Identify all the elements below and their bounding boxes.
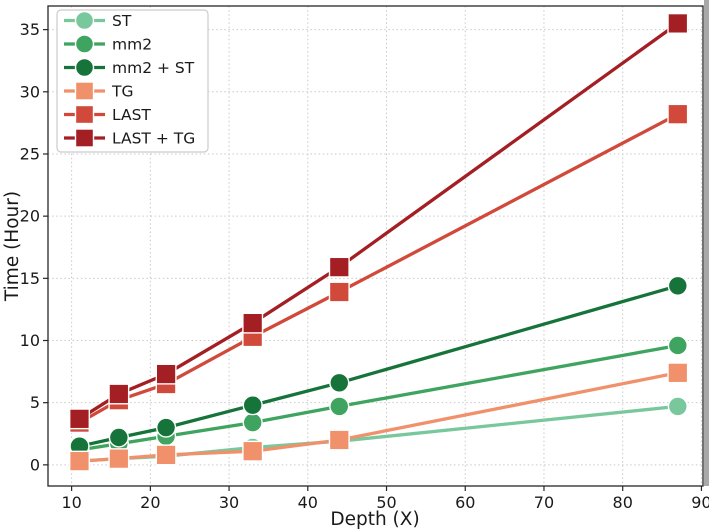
series [68, 12, 689, 472]
series-LAST + TG [68, 12, 689, 430]
legend-label: mm2 + ST [112, 59, 195, 77]
legend-label: LAST + TG [112, 130, 195, 148]
y-tick-label: 35 [20, 20, 40, 39]
y-tick-label: 25 [20, 144, 40, 163]
legend-item-mm2: mm2 [64, 34, 152, 54]
legend-item-mm2 + ST: mm2 + ST [64, 57, 195, 78]
y-axis-label: Time (Hour) [2, 191, 23, 302]
legend-label: ST [112, 12, 132, 30]
legend-marker-circle [74, 34, 95, 54]
data-point [242, 395, 263, 416]
legend-marker-circle [74, 10, 95, 31]
y-tick-label: 20 [20, 207, 40, 226]
x-tick-label: 50 [376, 493, 396, 512]
data-point [328, 281, 350, 303]
data-point [328, 256, 350, 278]
x-tick-label: 10 [61, 493, 81, 512]
legend-marker-square [74, 104, 95, 125]
series-TG [68, 362, 689, 472]
legend: ST mm2 mm2 + ST TG LAST LAST + TG [56, 9, 209, 153]
legend-label: LAST [112, 106, 151, 124]
series-mm2 + ST [69, 275, 688, 457]
x-tick-label: 60 [455, 493, 475, 512]
data-point [108, 383, 130, 405]
data-point [242, 412, 263, 433]
legend-item-LAST: LAST [64, 104, 151, 125]
data-point [329, 372, 350, 393]
legend-marker-square [74, 81, 95, 101]
y-tick-label: 5 [30, 393, 40, 412]
data-point [155, 444, 177, 466]
data-point [68, 450, 90, 472]
y-tick-label: 10 [20, 331, 40, 350]
plot-border [47, 5, 704, 487]
data-point [667, 362, 689, 384]
x-tick-label: 80 [613, 493, 633, 512]
data-point [667, 103, 689, 125]
axes: 10 20 30 40 50 60 70 80 90 0 5 10 15 20 25 30 35 [20, 5, 709, 512]
data-point [155, 363, 177, 385]
data-point [242, 440, 264, 462]
data-point [328, 429, 350, 451]
legend-marker-square [74, 128, 95, 148]
series-mm2 [69, 335, 688, 461]
x-tick-label: 70 [534, 493, 554, 512]
x-tick-label: 40 [298, 493, 318, 512]
legend-item-TG: TG [64, 81, 133, 101]
legend-label: mm2 [112, 36, 152, 54]
data-point [68, 408, 90, 430]
data-point [155, 417, 177, 438]
data-point [667, 275, 688, 296]
data-point [329, 396, 350, 417]
data-point [108, 427, 129, 448]
y-tick-label: 15 [20, 269, 40, 288]
window-edge [704, 0, 709, 486]
x-tick-label: 20 [140, 493, 160, 512]
data-point [667, 396, 688, 417]
x-tick-label: 30 [219, 493, 239, 512]
x-tick-label: 90 [691, 493, 709, 512]
y-tick-label: 30 [20, 82, 40, 101]
y-tick-label: 0 [30, 455, 40, 474]
grid [48, 6, 703, 486]
data-point [667, 335, 688, 356]
data-point [667, 12, 689, 34]
legend-label: TG [111, 83, 133, 101]
data-point [108, 448, 130, 470]
legend-item-LAST + TG: LAST + TG [64, 128, 195, 148]
x-axis-label: Depth (X) [330, 509, 419, 530]
data-point [242, 312, 264, 334]
legend-item-ST: ST [64, 10, 132, 31]
legend-marker-circle [74, 57, 95, 78]
